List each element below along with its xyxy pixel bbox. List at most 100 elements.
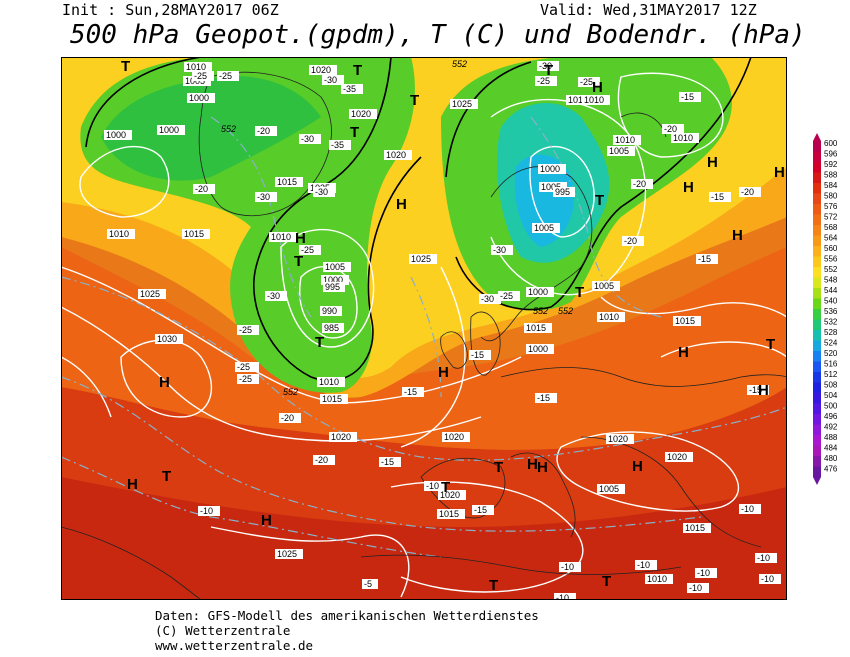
scale-swatch bbox=[813, 372, 821, 383]
geopot-label: 552 bbox=[452, 59, 467, 69]
svg-text:-15: -15 bbox=[404, 387, 417, 397]
pressure-label: 1010 bbox=[107, 229, 135, 239]
temperature-label: -20 bbox=[255, 126, 277, 136]
pressure-label: 1025 bbox=[409, 254, 437, 264]
svg-text:-20: -20 bbox=[624, 236, 637, 246]
pressure-label: 1010 bbox=[645, 574, 673, 584]
svg-text:1020: 1020 bbox=[386, 150, 406, 160]
temperature-label: -25 bbox=[535, 76, 557, 86]
high-pressure-marker: H bbox=[127, 476, 138, 493]
high-pressure-marker: H bbox=[527, 456, 538, 473]
scale-level-label: 480 bbox=[824, 454, 838, 463]
scale-level-label: 552 bbox=[824, 265, 838, 274]
scale-swatch bbox=[813, 162, 821, 173]
svg-text:-10: -10 bbox=[697, 568, 710, 578]
svg-text:1000: 1000 bbox=[189, 93, 209, 103]
svg-text:1000: 1000 bbox=[159, 125, 179, 135]
scale-level-label: 536 bbox=[824, 307, 838, 316]
temperature-label: -10 bbox=[755, 553, 777, 563]
low-pressure-marker: T bbox=[294, 253, 303, 270]
svg-text:1010: 1010 bbox=[271, 232, 291, 242]
contour-552-west bbox=[85, 57, 422, 382]
pressure-label: 1000 bbox=[538, 164, 566, 174]
svg-text:1010: 1010 bbox=[109, 229, 129, 239]
scale-swatch bbox=[813, 351, 821, 362]
svg-text:1000: 1000 bbox=[528, 287, 548, 297]
temperature-label: -10 bbox=[554, 593, 576, 600]
high-pressure-marker: H bbox=[438, 364, 449, 381]
pressure-label: 1030 bbox=[155, 334, 183, 344]
pressure-label: 1020 bbox=[665, 452, 693, 462]
scale-level-label: 564 bbox=[824, 234, 838, 243]
svg-text:-30: -30 bbox=[267, 291, 280, 301]
map-frame bbox=[61, 57, 787, 600]
pressure-label: 1010 bbox=[269, 232, 297, 242]
svg-text:-30: -30 bbox=[481, 294, 494, 304]
temperature-label: -20 bbox=[193, 184, 215, 194]
pressure-label: 1010 bbox=[566, 95, 594, 105]
scale-swatch bbox=[813, 246, 821, 257]
temperature-label: -15 bbox=[535, 393, 557, 403]
temperature-label: -20 bbox=[622, 236, 644, 246]
scale-swatch bbox=[813, 204, 821, 215]
svg-text:-15: -15 bbox=[749, 385, 762, 395]
pressure-label: 1015 bbox=[524, 323, 552, 333]
temperature-label: -10 bbox=[198, 506, 220, 516]
svg-text:-20: -20 bbox=[741, 187, 754, 197]
scale-swatch bbox=[813, 403, 821, 415]
low-pressure-marker: T bbox=[353, 62, 362, 79]
pressure-label: 1000 bbox=[104, 130, 132, 140]
svg-text:1015: 1015 bbox=[526, 323, 546, 333]
low-pressure-marker: T bbox=[315, 334, 324, 351]
temperature-label: -25 bbox=[217, 71, 239, 81]
svg-text:-35: -35 bbox=[343, 84, 356, 94]
scale-level-label: 588 bbox=[824, 171, 838, 180]
svg-text:1020: 1020 bbox=[444, 432, 464, 442]
temperature-label: -25 bbox=[498, 291, 520, 301]
svg-text:1030: 1030 bbox=[157, 334, 177, 344]
svg-text:-25: -25 bbox=[580, 77, 593, 87]
geopot-label: 552 bbox=[533, 306, 548, 316]
svg-text:-30: -30 bbox=[539, 61, 552, 71]
coastlines bbox=[61, 71, 787, 600]
low-pressure-marker: T bbox=[544, 62, 553, 79]
scale-swatch bbox=[813, 414, 821, 425]
svg-text:-25: -25 bbox=[194, 71, 207, 81]
svg-text:1020: 1020 bbox=[667, 452, 687, 462]
scale-swatch bbox=[813, 424, 821, 436]
pressure-label: 1000 bbox=[321, 275, 349, 285]
temperature-label: -15 bbox=[679, 92, 701, 102]
temperature-label: -25 bbox=[235, 362, 257, 372]
svg-text:1000: 1000 bbox=[540, 164, 560, 174]
scale-level-label: 504 bbox=[824, 391, 838, 400]
pressure-label: 1020 bbox=[349, 109, 377, 119]
scale-swatch bbox=[813, 435, 821, 446]
scale-swatch bbox=[813, 256, 821, 268]
field-zone-orange bbox=[61, 247, 787, 450]
svg-text:1010: 1010 bbox=[568, 95, 588, 105]
pressure-label: 1010 bbox=[582, 95, 610, 105]
scale-level-label: 572 bbox=[824, 213, 838, 222]
low-pressure-marker: T bbox=[410, 92, 419, 109]
scale-swatch bbox=[813, 445, 821, 457]
temperature-label: -10 bbox=[559, 562, 581, 572]
scale-bottom-arrow bbox=[813, 477, 821, 485]
pressure-label: 1020 bbox=[329, 432, 357, 442]
scale-swatch bbox=[813, 235, 821, 247]
scale-level-label: 532 bbox=[824, 318, 838, 327]
svg-text:-15: -15 bbox=[681, 92, 694, 102]
svg-text:-20: -20 bbox=[633, 179, 646, 189]
high-pressure-marker: H bbox=[678, 344, 689, 361]
temperature-label: -20 bbox=[631, 179, 653, 189]
scale-level-label: 556 bbox=[824, 255, 838, 264]
pressure-label: 1015 bbox=[275, 177, 303, 187]
pressure-label: 1015 bbox=[673, 316, 701, 326]
low-pressure-marker: T bbox=[595, 192, 604, 209]
svg-text:1020: 1020 bbox=[608, 434, 628, 444]
pressure-label: 1015 bbox=[683, 523, 711, 533]
scale-level-label: 592 bbox=[824, 160, 838, 169]
svg-text:-25: -25 bbox=[237, 362, 250, 372]
low-pressure-marker: T bbox=[489, 577, 498, 594]
pressure-label: 1000 bbox=[526, 287, 554, 297]
svg-text:1025: 1025 bbox=[452, 99, 472, 109]
